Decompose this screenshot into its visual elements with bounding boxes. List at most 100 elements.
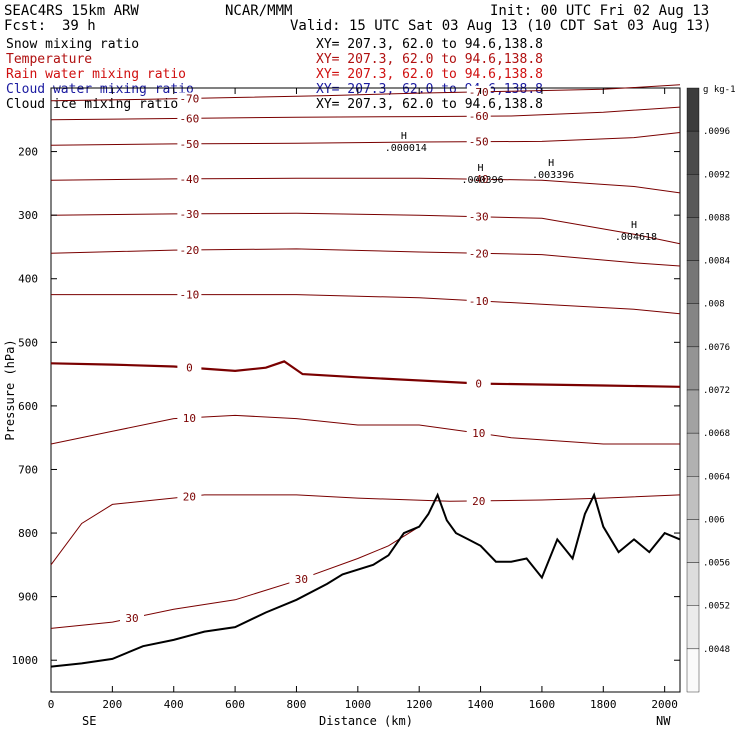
isotherm-line	[50, 360, 681, 388]
isotherm-label: -60	[469, 110, 489, 123]
colorbar-label: .0052	[703, 602, 730, 612]
x-tick-label: 200	[102, 698, 122, 711]
y-tick-label: 800	[18, 527, 38, 540]
field-snow-name: Snow mixing ratio	[6, 37, 140, 52]
maximum-value: .003396	[532, 170, 574, 181]
isotherm-label-bg	[177, 92, 202, 105]
colorbar-segment	[686, 260, 700, 304]
y-tick-label: 200	[18, 146, 38, 159]
x-tick-label: 400	[164, 698, 184, 711]
colorbar-label: .008	[703, 300, 725, 310]
isotherm-label: 30	[295, 573, 308, 586]
isotherm-label-bg	[466, 377, 491, 390]
isotherm-label: 30	[125, 612, 138, 625]
field-temperature-name: Temperature	[6, 52, 93, 67]
colorbar-label: .0092	[703, 170, 730, 180]
field-cloudice-xy: XY= 207.3, 62.0 to 94.6,138.8	[316, 97, 543, 112]
maximum-marker: H	[401, 131, 407, 142]
colorbar-label: .0088	[703, 213, 730, 223]
isotherm-label-bg	[466, 427, 491, 440]
isotherm-line	[50, 177, 681, 194]
header-init: Init: 00 UTC Fri 02 Aug 13	[490, 3, 710, 19]
isotherm-label: -70	[469, 86, 489, 99]
isotherm-label-bg	[289, 572, 314, 585]
colorbar-unit: g kg-1	[703, 85, 736, 95]
isotherm-label-bg	[466, 294, 491, 307]
x-tick-label: 600	[225, 698, 245, 711]
colorbar-label: .0068	[703, 429, 730, 439]
y-tick-label: 900	[18, 591, 38, 604]
x-tick-label: 1200	[406, 698, 433, 711]
colorbar-segment	[686, 303, 700, 348]
colorbar-label: .0064	[703, 472, 730, 482]
isotherm-label-bg	[177, 207, 202, 220]
isotherm-label-bg	[177, 490, 202, 503]
isotherm-label: 10	[472, 427, 485, 440]
y-tick-label: 400	[18, 273, 38, 286]
colorbar-segment	[686, 87, 700, 132]
isotherm-label: -40	[469, 173, 489, 186]
isotherm-label-bg	[177, 243, 202, 256]
header-title: SEAC4RS 15km ARW	[4, 3, 139, 19]
field-rain-name: Rain water mixing ratio	[6, 67, 187, 82]
plot-frame	[50, 87, 681, 693]
isotherm-line	[50, 494, 681, 566]
isotherm-label-bg	[177, 112, 202, 125]
isotherm-line	[50, 526, 420, 629]
isotherm-label: -40	[179, 173, 199, 186]
isotherm-label: 0	[186, 362, 193, 375]
x-tick-label: 1800	[590, 698, 617, 711]
x-tick-label: 0	[48, 698, 55, 711]
isotherm-line	[50, 106, 681, 121]
field-snow-xy: XY= 207.3, 62.0 to 94.6,138.8	[316, 37, 543, 52]
maximum-marker: H	[631, 220, 637, 231]
colorbar-label: .0048	[703, 645, 730, 655]
colorbar-segment	[686, 432, 700, 477]
maximum-marker: H	[548, 158, 554, 169]
y-tick-label: 500	[18, 336, 38, 349]
header-fcst-value: 39 h	[62, 18, 96, 34]
isotherm-label: 20	[472, 495, 485, 508]
isotherm-label-bg	[177, 172, 202, 185]
isotherm-label: 20	[183, 490, 196, 503]
colorbar-segment	[686, 174, 700, 218]
colorbar-segment	[686, 648, 700, 693]
isotherm-label-bg	[120, 611, 145, 624]
x-tick-label: 800	[287, 698, 307, 711]
colorbar-segment	[686, 519, 700, 563]
header-fcst-label: Fcst:	[4, 18, 47, 34]
isotherm-label-bg	[466, 247, 491, 260]
isotherm-label-bg	[466, 110, 491, 123]
y-axis-title: Pressure (hPa)	[3, 339, 17, 440]
field-temperature-xy: XY= 207.3, 62.0 to 94.6,138.8	[316, 52, 543, 67]
colorbar-segment	[686, 346, 700, 391]
isotherm-label-bg	[466, 135, 491, 148]
x-tick-label: 1600	[529, 698, 556, 711]
colorbar-label: .0076	[703, 343, 730, 353]
isotherm-line	[50, 212, 681, 245]
y-tick-label: 300	[18, 209, 38, 222]
colorbar-label: .0096	[703, 127, 730, 137]
x-tick-label: 1400	[467, 698, 494, 711]
maximum-value: .004618	[615, 232, 657, 243]
isotherm-label-bg	[177, 288, 202, 301]
isotherm-label: 10	[183, 412, 196, 425]
isotherm-label: -10	[469, 295, 489, 308]
isotherm-line	[51, 294, 681, 315]
isotherm-label-bg	[466, 173, 491, 186]
x-tick-label: 2000	[651, 698, 678, 711]
isotherm-line	[50, 248, 681, 267]
isotherm-label: -60	[179, 112, 199, 125]
isotherm-label: -30	[179, 208, 199, 221]
x-end-label-left: SE	[82, 714, 96, 728]
field-rain-xy: XY= 207.3, 62.0 to 94.6,138.8	[316, 67, 543, 82]
colorbar-label: .0084	[703, 257, 730, 267]
colorbar-segment	[686, 130, 700, 175]
x-tick-label: 1000	[345, 698, 372, 711]
colorbar-label: .006	[703, 515, 725, 525]
maximum-marker: H	[478, 163, 484, 174]
colorbar-segment	[686, 562, 700, 606]
terrain-line	[50, 492, 681, 668]
header-valid: Valid: 15 UTC Sat 03 Aug 13 (10 CDT Sat …	[290, 18, 712, 34]
